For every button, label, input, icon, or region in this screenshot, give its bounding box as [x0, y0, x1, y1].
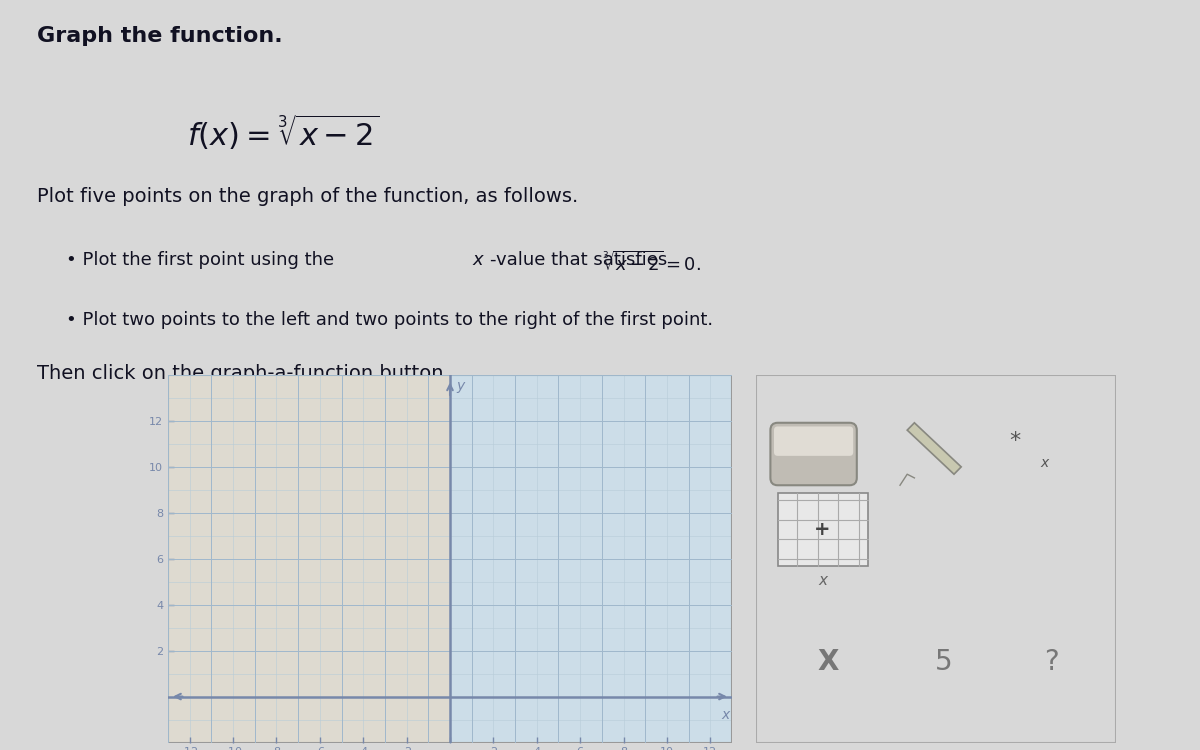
Text: ?: ?: [1044, 648, 1058, 676]
Text: Then click on the graph-a-function button.: Then click on the graph-a-function butto…: [37, 364, 450, 382]
Text: $\sqrt[3]{x-2} = 0$.: $\sqrt[3]{x-2} = 0$.: [602, 251, 701, 275]
Text: 5: 5: [935, 648, 952, 676]
FancyBboxPatch shape: [774, 427, 853, 456]
Text: • Plot the first point using the: • Plot the first point using the: [66, 251, 340, 269]
Text: +: +: [815, 520, 830, 538]
Text: x: x: [721, 708, 730, 722]
Text: X: X: [817, 648, 839, 676]
Bar: [168, 375, 732, 742]
Text: Graph the function.: Graph the function.: [37, 26, 283, 46]
Text: x: x: [818, 573, 827, 588]
Bar: [450, 375, 732, 742]
Text: x: x: [1040, 456, 1048, 470]
FancyBboxPatch shape: [778, 493, 868, 566]
Text: x: x: [473, 251, 484, 269]
Text: • Plot two points to the left and two points to the right of the first point.: • Plot two points to the left and two po…: [66, 311, 713, 329]
Text: y: y: [457, 380, 464, 394]
FancyBboxPatch shape: [770, 423, 857, 485]
Text: -value that satisfies: -value that satisfies: [490, 251, 672, 269]
Text: $f(x) = \sqrt[3]{x-2}$: $f(x) = \sqrt[3]{x-2}$: [187, 112, 380, 152]
Text: Plot five points on the graph of the function, as follows.: Plot five points on the graph of the fun…: [37, 188, 578, 206]
Polygon shape: [907, 423, 961, 474]
Text: *: *: [1009, 431, 1021, 451]
